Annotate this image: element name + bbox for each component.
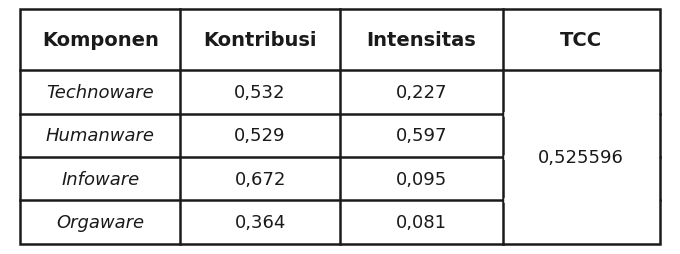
Text: Orgaware: Orgaware [56,213,144,231]
Text: 0,081: 0,081 [396,213,447,231]
Text: 0,597: 0,597 [396,127,447,145]
Text: 0,095: 0,095 [396,170,447,188]
Text: Kontribusi: Kontribusi [203,31,317,50]
Text: Intensitas: Intensitas [367,31,477,50]
Text: TCC: TCC [560,31,602,50]
Text: 0,525596: 0,525596 [539,148,624,166]
Text: Infoware: Infoware [61,170,139,188]
Text: 0,672: 0,672 [235,170,286,188]
Text: 0,529: 0,529 [235,127,286,145]
Text: Technoware: Technoware [46,84,154,102]
Text: Humanware: Humanware [46,127,155,145]
Text: Komponen: Komponen [42,31,158,50]
Text: 0,227: 0,227 [396,84,447,102]
Text: 0,532: 0,532 [235,84,286,102]
Text: 0,364: 0,364 [235,213,286,231]
